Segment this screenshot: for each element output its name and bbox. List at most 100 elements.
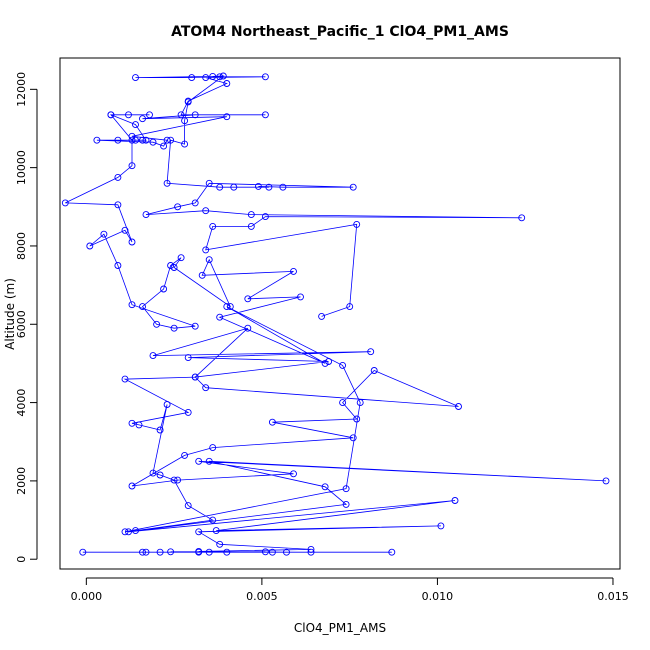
data-point (132, 527, 139, 535)
data-point (177, 254, 185, 262)
y-axis-label: Altitude (m) (3, 278, 17, 350)
data-point (261, 73, 269, 81)
data-point (128, 132, 136, 140)
y-tick-label: 8000 (15, 232, 28, 260)
data-point (205, 179, 213, 187)
data-point (125, 111, 132, 119)
data-point (367, 348, 375, 356)
data-point (163, 179, 171, 187)
data-point (209, 72, 217, 80)
data-point (342, 500, 350, 508)
data-point (177, 111, 185, 119)
data-point (370, 367, 378, 374)
data-point (223, 80, 231, 87)
data-point (198, 271, 206, 279)
data-point (202, 384, 210, 392)
chart-title: ATOM4 Northeast_Pacific_1 ClO4_PM1_AMS (171, 24, 509, 40)
data-point (156, 471, 164, 479)
data-point (388, 548, 396, 556)
data-point (142, 211, 150, 219)
data-point (349, 183, 357, 191)
data-point (216, 540, 224, 548)
data-point (160, 285, 168, 293)
data-point (244, 324, 252, 332)
x-tick-label: 0.005 (246, 590, 278, 603)
x-axis-label: ClO4_PM1_AMS (294, 621, 386, 635)
data-point (325, 358, 333, 365)
data-point (139, 115, 146, 123)
data-point (353, 220, 361, 228)
data-point (149, 352, 157, 360)
data-point (307, 545, 315, 553)
data-point (142, 136, 150, 144)
data-point (261, 111, 269, 119)
data-point (135, 421, 143, 429)
data-point (114, 136, 122, 144)
series-layer (61, 72, 610, 556)
data-point (212, 527, 220, 535)
data-point (244, 295, 252, 303)
data-point (202, 246, 210, 254)
data-point (121, 375, 129, 383)
data-point (142, 548, 150, 556)
data-point (261, 548, 269, 556)
data-point (219, 72, 227, 80)
data-point (139, 136, 146, 144)
data-point (114, 262, 122, 269)
data-point (79, 548, 87, 556)
data-point (61, 199, 69, 207)
data-point (202, 207, 210, 215)
data-point (188, 74, 196, 82)
data-point (339, 361, 347, 369)
data-point (216, 313, 224, 321)
data-point (181, 117, 189, 125)
x-tick-label: 0.010 (422, 590, 454, 603)
data-point (223, 303, 231, 311)
data-point (167, 136, 175, 144)
data-point (283, 548, 290, 556)
data-point (437, 522, 445, 530)
data-point (93, 136, 101, 144)
data-point (353, 415, 361, 423)
data-point (114, 173, 122, 181)
plot-frame (59, 57, 621, 570)
data-point (339, 399, 347, 407)
x-tick-label: 0.000 (71, 590, 103, 603)
data-point (107, 111, 115, 119)
data-point (100, 230, 108, 238)
data-point (247, 222, 255, 230)
y-tick-label: 4000 (15, 389, 28, 417)
data-point (153, 320, 161, 328)
data-point (290, 470, 297, 478)
data-point (128, 301, 136, 309)
data-point (205, 457, 213, 465)
data-point (170, 264, 178, 271)
data-point (195, 547, 203, 555)
data-point (226, 303, 234, 311)
y-tick-label: 12000 (15, 72, 28, 107)
data-point (139, 548, 146, 556)
data-point (349, 434, 357, 442)
data-point (170, 324, 178, 332)
x-axis: 0.000 0.005 0.010 0.015 (71, 577, 629, 603)
y-tick-label: 10000 (15, 150, 28, 185)
data-point (223, 548, 231, 556)
data-point (132, 74, 139, 82)
data-point (114, 201, 122, 209)
data-point (191, 199, 199, 207)
data-point (342, 485, 350, 493)
data-point (195, 528, 203, 536)
data-point (163, 136, 171, 144)
series-line (65, 75, 607, 553)
data-point (86, 242, 94, 250)
data-point (184, 354, 192, 362)
data-point (230, 183, 238, 191)
data-point (518, 214, 526, 222)
data-point (265, 183, 273, 191)
data-point (128, 482, 136, 490)
data-point (128, 136, 136, 144)
data-point (160, 142, 168, 150)
data-point (318, 312, 326, 320)
data-point (455, 403, 462, 410)
